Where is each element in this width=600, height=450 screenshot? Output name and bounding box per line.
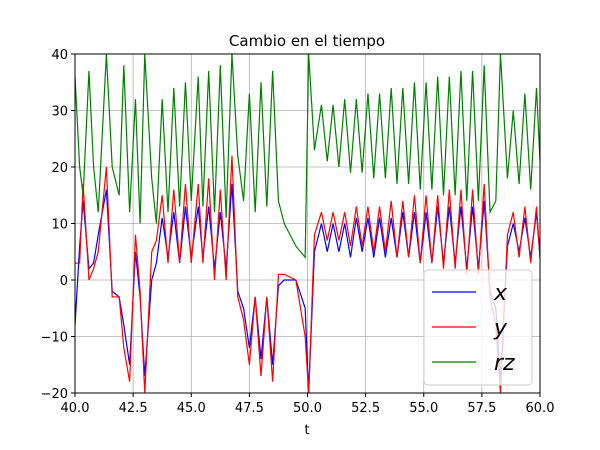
x-tick-label: 42.5 — [119, 401, 148, 416]
plot-lines — [75, 54, 540, 393]
legend-label: x — [493, 281, 508, 306]
x-tick-label: 52.5 — [351, 401, 380, 416]
x-tick-label: 50.0 — [293, 401, 322, 416]
legend-box — [423, 269, 533, 386]
series-line — [75, 155, 540, 393]
series-line — [75, 54, 540, 260]
y-tick-label: 0 — [60, 274, 68, 289]
y-tick-label: 40 — [51, 48, 68, 63]
y-tick-label: 20 — [51, 161, 68, 176]
x-tick-label: 47.5 — [235, 401, 264, 416]
x-tick-label: 40.0 — [61, 401, 90, 416]
y-tick-label: 30 — [51, 105, 68, 120]
y-tick-label: −20 — [41, 387, 68, 402]
y-tick-label: −10 — [41, 331, 68, 346]
x-tick-label: 45.0 — [177, 401, 206, 416]
legend-label: rz — [494, 351, 515, 376]
x-axis-label: t — [304, 423, 309, 438]
chart-title: Cambio en el tiempo — [229, 32, 385, 50]
legend-label: y — [493, 316, 508, 341]
plot-frame — [74, 53, 541, 394]
x-tick-label: 60.0 — [526, 401, 555, 416]
x-tick-label: 57.5 — [467, 401, 496, 416]
y-tick-label: 10 — [51, 218, 68, 233]
x-tick-label: 55.0 — [409, 401, 438, 416]
